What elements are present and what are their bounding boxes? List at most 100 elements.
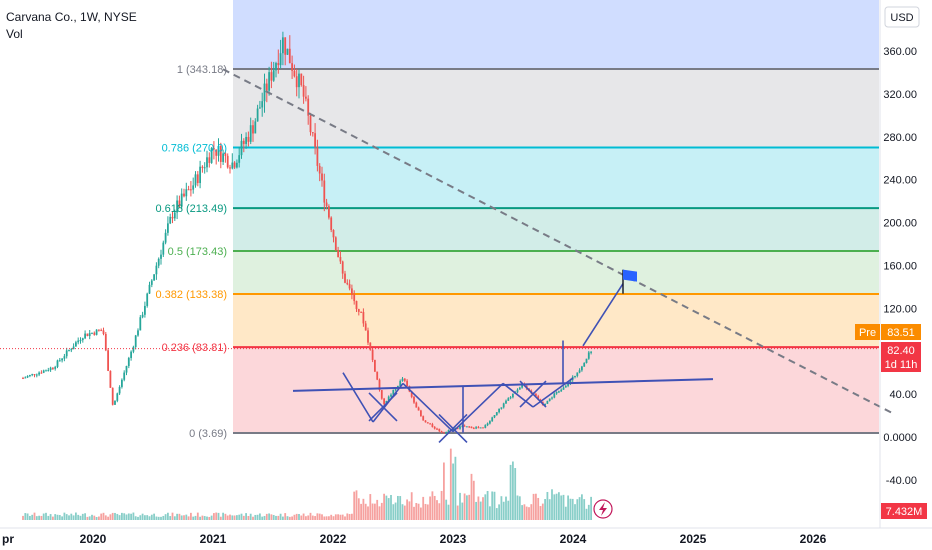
candle-body — [201, 166, 204, 168]
candle-body — [587, 352, 590, 359]
candle-body — [341, 261, 344, 274]
volume-bar — [272, 514, 275, 520]
volume-bar — [535, 493, 537, 520]
volume-bar — [270, 514, 273, 520]
volume-bar — [263, 515, 266, 520]
volume-bar — [173, 516, 176, 520]
pattern-leg[interactable] — [452, 382, 504, 433]
volume-bar — [114, 512, 116, 520]
price-axis[interactable]: 360.00 320.00 280.00 240.00 200.00 160.00 120.… — [883, 46, 917, 487]
candle-body — [86, 333, 89, 337]
candle-body — [33, 374, 36, 376]
time-axis[interactable]: pr 2020 2021 2022 2023 2024 2025 2026 — [2, 532, 827, 546]
fib-label: 0.382 (133.38) — [155, 289, 227, 301]
dashed-trendline[interactable] — [222, 68, 894, 415]
candle-body — [509, 397, 512, 399]
candle-body — [190, 189, 192, 191]
candle-body — [144, 305, 146, 315]
candle-body — [208, 157, 211, 163]
candle-body — [298, 73, 300, 88]
volume-bar — [300, 515, 303, 520]
volume-bar — [551, 489, 553, 520]
volume-bar — [286, 516, 289, 520]
volume-bar — [70, 513, 73, 520]
candle-body — [259, 107, 261, 109]
candle-body — [238, 155, 241, 163]
time-tick-label: 2023 — [440, 532, 467, 546]
volume-bar — [72, 515, 75, 520]
candle-body — [52, 367, 54, 369]
right-shoulder-marker[interactable] — [519, 380, 547, 408]
candle-body — [344, 273, 346, 283]
fib-label: 0.618 (213.49) — [155, 203, 227, 215]
volume-bar — [376, 499, 379, 520]
volume-bar — [26, 513, 29, 520]
pattern-leg[interactable] — [502, 382, 534, 408]
candle-body — [392, 389, 395, 395]
lightning-icon[interactable] — [593, 499, 613, 519]
volume-bar — [369, 494, 372, 520]
pattern-leg[interactable] — [532, 377, 574, 408]
volume-bar — [288, 516, 291, 520]
candle-body — [553, 393, 556, 398]
volume-bar — [58, 515, 61, 520]
candle-body — [213, 148, 215, 150]
volume-bar — [470, 473, 473, 520]
candle-body — [507, 398, 510, 401]
candle-body — [222, 153, 224, 162]
volume-bar — [192, 516, 195, 520]
neckline-trendline[interactable] — [292, 378, 714, 392]
candle-body — [555, 391, 558, 394]
volume-bar — [187, 516, 190, 520]
candle-body — [70, 349, 73, 351]
volume-bar — [569, 498, 572, 520]
candle-body — [339, 257, 342, 262]
candle-body — [160, 254, 162, 259]
volume-bar — [583, 499, 586, 520]
volume-bar — [134, 516, 137, 520]
candle-body — [431, 424, 434, 427]
volume-bar — [171, 512, 174, 520]
pattern-leg[interactable] — [402, 382, 454, 433]
volume-bar — [38, 515, 40, 520]
candle-body — [116, 393, 119, 401]
volume-bar — [104, 515, 107, 520]
candle-body — [173, 212, 176, 219]
volume-bar — [247, 515, 250, 520]
candle-body — [463, 425, 466, 427]
flag-icon[interactable] — [623, 269, 637, 282]
candle-body — [254, 121, 257, 134]
candle-body — [125, 365, 128, 373]
volume-bar — [555, 493, 558, 520]
target-projection[interactable] — [582, 283, 624, 347]
candle-body — [374, 359, 376, 372]
candle-body — [420, 410, 422, 417]
candle-body — [500, 407, 503, 409]
volume-bar — [217, 512, 220, 520]
candle-body — [81, 338, 84, 341]
candle-body — [155, 265, 158, 275]
candle-body — [56, 360, 59, 367]
candle-body — [275, 63, 277, 71]
candle-body — [518, 387, 521, 390]
candle-body — [468, 426, 471, 428]
currency-button[interactable] — [884, 6, 920, 28]
volume-bar — [153, 513, 155, 520]
price-tick-label: 200.00 — [883, 218, 917, 230]
candle-body — [440, 431, 443, 433]
volume-bar — [125, 514, 128, 520]
volume-bar — [282, 516, 284, 520]
pre-label: Pre — [859, 327, 876, 339]
volume-bar — [401, 504, 404, 520]
left-shoulder-marker[interactable] — [368, 392, 398, 422]
volume-bar — [394, 502, 397, 520]
candle-body — [146, 293, 149, 306]
pattern-leg[interactable] — [342, 372, 374, 423]
volume-bar — [226, 515, 229, 520]
candle-body — [502, 403, 505, 408]
volume-bar — [68, 515, 70, 520]
drawing-annotations[interactable] — [222, 68, 894, 443]
candle-body — [169, 216, 172, 224]
volume-bar — [422, 496, 425, 520]
